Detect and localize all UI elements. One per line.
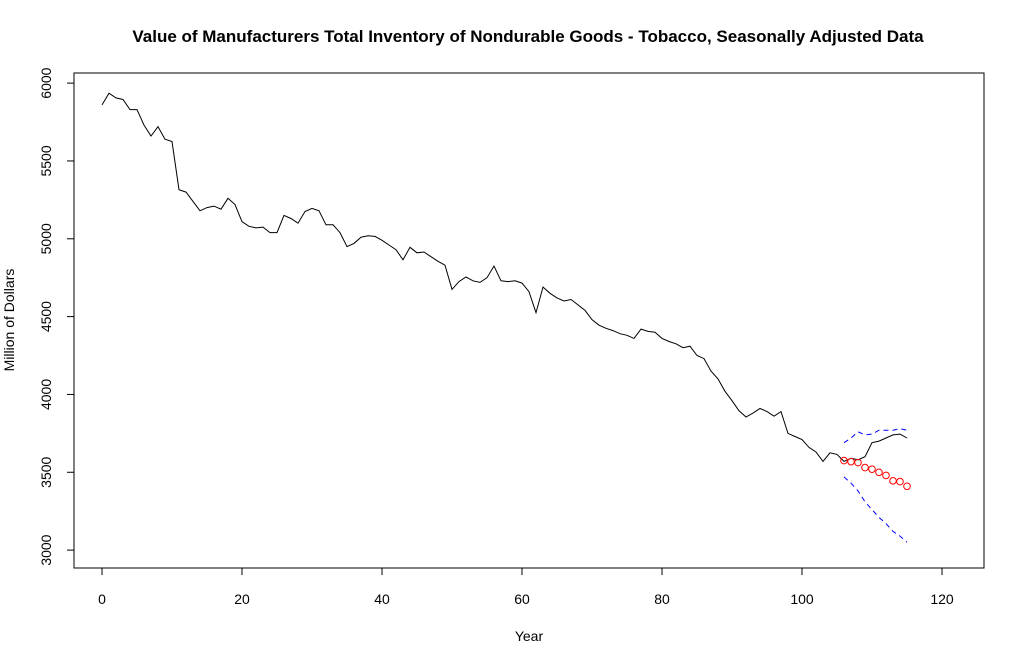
y-tick-label: 6000 — [38, 67, 54, 98]
x-tick-label: 40 — [374, 591, 390, 607]
y-tick-label: 3000 — [38, 534, 54, 565]
forecast-point — [868, 465, 876, 473]
upper-bound-series — [843, 428, 908, 444]
x-axis: 0 20 40 60 80 100 120 — [98, 567, 954, 607]
forecast-point — [882, 471, 890, 480]
chart-title: Value of Manufacturers Total Inventory o… — [132, 27, 924, 46]
x-tick-label: 100 — [790, 591, 814, 607]
y-axis: 3000 3500 4000 4500 5000 5500 6000 — [38, 67, 75, 566]
forecast-point — [896, 477, 904, 486]
x-tick-label: 60 — [514, 591, 530, 607]
forecast-point — [875, 468, 883, 477]
x-axis-label: Year — [515, 628, 544, 644]
x-tick-label: 80 — [654, 591, 670, 607]
observed-series — [101, 92, 908, 463]
forecast-point — [854, 458, 862, 467]
y-tick-label: 4000 — [38, 379, 54, 410]
forecast-point — [903, 482, 911, 491]
x-tick-label: 20 — [234, 591, 250, 607]
y-tick-label: 5500 — [38, 145, 54, 176]
y-tick-label: 5000 — [38, 223, 54, 254]
x-tick-label: 120 — [930, 591, 954, 607]
forecast-point — [840, 456, 848, 465]
series-layer — [101, 92, 911, 543]
forecast-point — [861, 463, 869, 472]
plot-frame — [73, 72, 985, 569]
y-tick-label: 3500 — [38, 456, 54, 487]
forecast-point — [889, 477, 897, 485]
forecast-point — [847, 457, 855, 466]
forecast-series — [840, 456, 911, 491]
y-tick-label: 4500 — [38, 301, 54, 332]
x-tick-label: 0 — [98, 591, 106, 607]
lower-bound-series — [843, 476, 908, 543]
y-axis-label: Million of Dollars — [1, 269, 17, 372]
